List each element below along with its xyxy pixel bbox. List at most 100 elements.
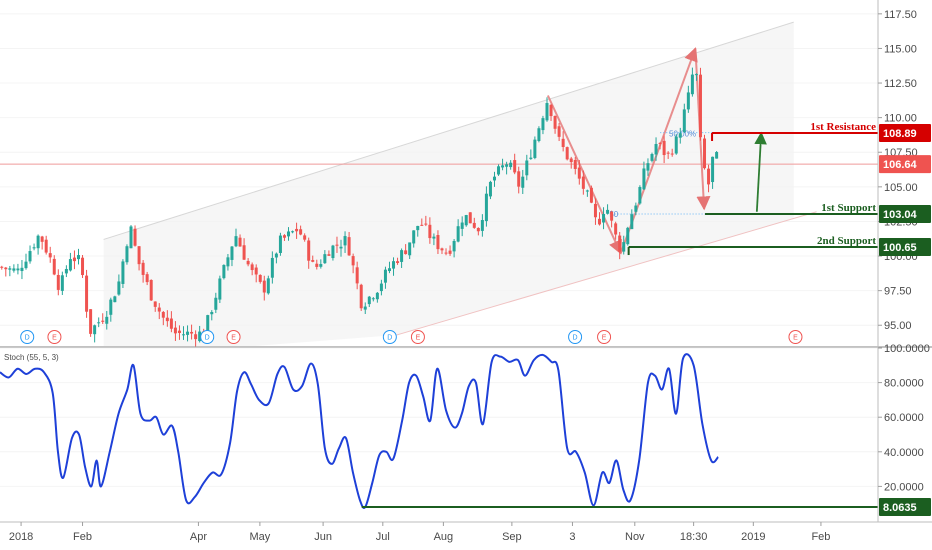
candle-body xyxy=(420,224,424,226)
candle-body xyxy=(323,254,327,264)
stochastic-axis[interactable]: 20.0000 40.0000 60.0000 80.0000 100.0000 xyxy=(878,343,930,493)
event-marker-label: E xyxy=(52,335,57,342)
candle-body xyxy=(690,74,694,95)
candle-body xyxy=(444,252,448,254)
candle-body xyxy=(363,306,367,310)
event-marker-label: E xyxy=(793,335,798,342)
support1-label: 1st Support xyxy=(821,202,876,214)
candle-body xyxy=(117,281,121,295)
price-axis[interactable]: 95.0097.50100.00102.50105.00107.50110.00… xyxy=(878,9,918,332)
candlesticks xyxy=(0,67,719,348)
event-marker-label: E xyxy=(231,335,236,342)
event-marker-d[interactable] xyxy=(568,330,583,344)
candle-body xyxy=(125,246,129,263)
candle-body xyxy=(254,267,258,275)
candle-body xyxy=(113,296,117,303)
event-marker-e[interactable] xyxy=(226,330,241,344)
candle-body xyxy=(662,140,666,156)
event-marker-e[interactable] xyxy=(597,330,612,344)
candle-body xyxy=(480,220,484,231)
time-tick-label: May xyxy=(249,531,270,543)
event-marker-e[interactable] xyxy=(47,330,62,344)
candle-body xyxy=(573,160,577,169)
support1-tag xyxy=(879,204,931,223)
candle-body xyxy=(355,267,359,284)
candle-body xyxy=(549,104,553,117)
candle-body xyxy=(379,283,383,292)
candle-body xyxy=(351,256,355,266)
stochastic-tick-label: 40.0000 xyxy=(884,447,924,459)
candle-body xyxy=(68,259,72,271)
event-marker-e[interactable] xyxy=(788,330,803,344)
candle-body xyxy=(40,236,44,242)
event-marker-d[interactable] xyxy=(382,330,397,344)
support2-tag-label: 100.65 xyxy=(883,242,917,254)
candle-body xyxy=(198,331,202,342)
candle-body xyxy=(581,176,585,189)
stochastic-tick-label: 60.0000 xyxy=(884,412,924,424)
candle-body xyxy=(266,278,270,294)
candle-body xyxy=(654,143,658,155)
candle-body xyxy=(295,228,299,232)
candle-body xyxy=(533,139,537,158)
candle-body xyxy=(149,279,153,301)
candle-body xyxy=(303,235,307,240)
event-marker-d[interactable] xyxy=(20,330,35,344)
stochastic-grid xyxy=(0,347,878,487)
event-marker-label: D xyxy=(25,335,30,342)
stochastic-low-tag-label: 8.0635 xyxy=(883,502,917,514)
candle-body xyxy=(121,261,125,284)
candle-body xyxy=(670,153,674,155)
stochastic-low-tag xyxy=(879,498,931,517)
stochastic-line xyxy=(0,353,719,509)
candle-body xyxy=(476,227,480,232)
stochastic-tick-label: 80.0000 xyxy=(884,378,924,390)
candle-body xyxy=(157,307,161,312)
candle-body xyxy=(36,235,40,249)
candle-body xyxy=(97,322,101,324)
candle-body xyxy=(64,268,68,274)
candle-body xyxy=(210,312,214,315)
stochastic-pane[interactable]: Stoch (55, 5, 3) xyxy=(0,347,878,509)
candle-body xyxy=(412,230,416,244)
candle-body xyxy=(246,260,250,265)
time-axis[interactable]: 2018 Feb Apr May Jun Jul Aug Sep 3 Nov 18:30 2019 Fe… xyxy=(9,522,831,543)
candle-body xyxy=(428,224,432,239)
candle-body xyxy=(319,264,323,267)
candle-body xyxy=(206,315,210,338)
candle-body xyxy=(400,250,404,262)
candle-body xyxy=(335,244,339,246)
price-channel-fill xyxy=(103,22,794,346)
candle-body xyxy=(674,136,678,154)
candle-body xyxy=(12,268,16,271)
event-marker-d[interactable] xyxy=(200,330,215,344)
candle-body xyxy=(593,203,597,218)
candle-body xyxy=(698,74,702,138)
candle-body xyxy=(597,218,601,225)
candle-body xyxy=(190,331,194,334)
time-tick-label: Jul xyxy=(376,531,390,543)
candle-body xyxy=(488,181,492,197)
event-marker-e[interactable] xyxy=(410,330,425,344)
candle-body xyxy=(274,253,278,258)
time-tick-label: Jun xyxy=(314,531,332,543)
price-tick-label: 105.00 xyxy=(884,182,918,194)
candle-body xyxy=(218,278,222,300)
stochastic-legend: Stoch (55, 5, 3) xyxy=(4,353,59,362)
candle-body xyxy=(141,262,145,275)
fibonacci-label-lower: 50 xyxy=(609,210,618,219)
time-tick-label: Feb xyxy=(811,531,830,543)
candle-body xyxy=(711,156,715,183)
candle-body xyxy=(686,92,690,110)
time-tick-label: Sep xyxy=(502,531,522,543)
price-pane[interactable]: 50.00% 50 1st Resistance 1st Support 2nd Su… xyxy=(0,0,878,348)
candle-body xyxy=(137,246,141,265)
candle-body xyxy=(646,163,650,171)
candle-body xyxy=(432,236,436,239)
candle-body xyxy=(464,215,468,226)
candle-body xyxy=(541,118,545,131)
candle-body xyxy=(682,109,686,132)
candle-body xyxy=(287,231,291,237)
